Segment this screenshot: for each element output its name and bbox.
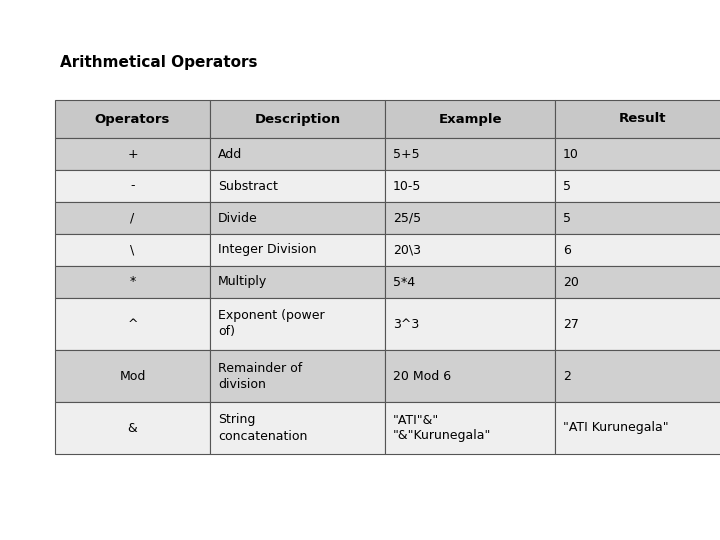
Text: Add: Add — [218, 147, 242, 160]
Bar — [210, 138, 385, 170]
Text: 2: 2 — [563, 369, 571, 382]
Text: /: / — [130, 212, 135, 225]
Text: Operators: Operators — [95, 112, 170, 125]
Text: 25/5: 25/5 — [393, 212, 421, 225]
Text: 5+5: 5+5 — [393, 147, 420, 160]
Bar — [555, 350, 720, 402]
Text: "ATI Kurunegala": "ATI Kurunegala" — [563, 422, 669, 435]
Text: 20\3: 20\3 — [393, 244, 421, 256]
Bar — [210, 202, 385, 234]
Bar — [210, 350, 385, 402]
Text: 20 Mod 6: 20 Mod 6 — [393, 369, 451, 382]
Bar — [55, 350, 210, 402]
Bar — [555, 202, 720, 234]
Text: 10-5: 10-5 — [393, 179, 421, 192]
Bar — [385, 138, 555, 170]
Text: Description: Description — [254, 112, 341, 125]
Bar — [555, 170, 720, 202]
Text: Substract: Substract — [218, 179, 278, 192]
Text: 5*4: 5*4 — [393, 275, 415, 288]
Text: *: * — [130, 275, 135, 288]
Bar — [555, 234, 720, 266]
Text: 5: 5 — [563, 179, 571, 192]
Text: 3^3: 3^3 — [393, 318, 419, 330]
Text: 27: 27 — [563, 318, 579, 330]
Text: Exponent (power
of): Exponent (power of) — [218, 309, 325, 339]
Text: String
concatenation: String concatenation — [218, 414, 307, 442]
Bar — [55, 202, 210, 234]
Bar — [385, 234, 555, 266]
Text: Integer Division: Integer Division — [218, 244, 317, 256]
Bar — [385, 402, 555, 454]
Text: \: \ — [130, 244, 135, 256]
Bar — [210, 170, 385, 202]
Text: Remainder of
division: Remainder of division — [218, 361, 302, 390]
Text: 10: 10 — [563, 147, 579, 160]
Text: Example: Example — [438, 112, 502, 125]
Text: Arithmetical Operators: Arithmetical Operators — [60, 55, 258, 70]
Text: +: + — [127, 147, 138, 160]
Bar — [385, 202, 555, 234]
Text: Multiply: Multiply — [218, 275, 267, 288]
Text: "ATI"&"
"&"Kurunegala": "ATI"&" "&"Kurunegala" — [393, 414, 491, 442]
Bar — [210, 100, 385, 138]
Bar — [555, 138, 720, 170]
Text: Mod: Mod — [120, 369, 145, 382]
Bar — [55, 298, 210, 350]
Bar — [555, 402, 720, 454]
Bar — [385, 298, 555, 350]
Text: 20: 20 — [563, 275, 579, 288]
Bar — [385, 100, 555, 138]
Bar — [55, 234, 210, 266]
Text: 6: 6 — [563, 244, 571, 256]
Text: 5: 5 — [563, 212, 571, 225]
Bar — [210, 234, 385, 266]
Bar — [55, 100, 210, 138]
Bar — [385, 266, 555, 298]
Bar — [555, 298, 720, 350]
Text: Result: Result — [618, 112, 666, 125]
Bar — [385, 350, 555, 402]
Bar — [555, 266, 720, 298]
Bar — [55, 266, 210, 298]
Text: ^: ^ — [127, 318, 138, 330]
Text: -: - — [130, 179, 135, 192]
Bar — [55, 170, 210, 202]
Bar — [55, 138, 210, 170]
Bar — [555, 100, 720, 138]
Bar — [385, 170, 555, 202]
Bar — [55, 402, 210, 454]
Text: Divide: Divide — [218, 212, 258, 225]
Bar — [210, 266, 385, 298]
Bar — [210, 298, 385, 350]
Text: &: & — [127, 422, 138, 435]
Bar — [210, 402, 385, 454]
